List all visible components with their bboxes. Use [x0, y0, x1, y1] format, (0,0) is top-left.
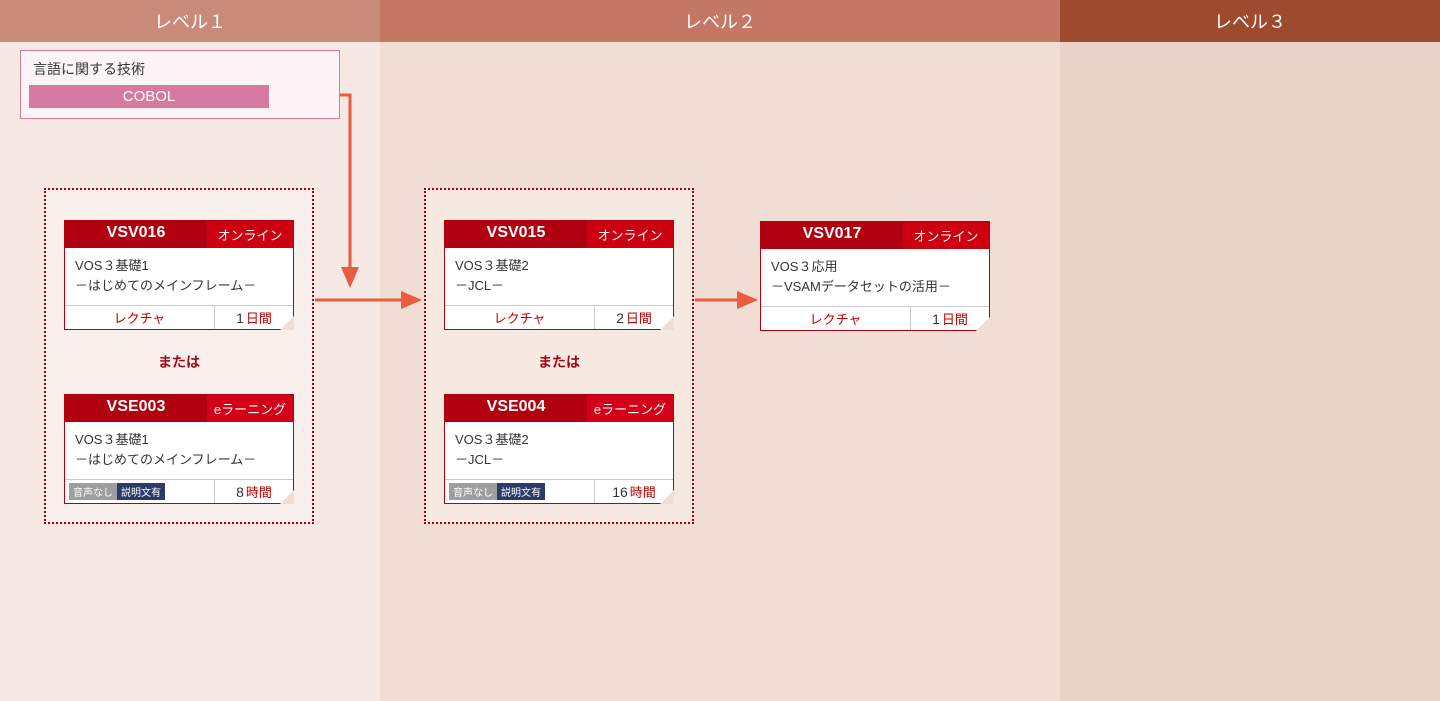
duration-num: 16	[612, 484, 628, 500]
level-body	[1060, 42, 1440, 701]
course-group: VSV016オンラインVOS３基礎1－はじめてのメインフレーム－レクチャ1日間ま…	[44, 188, 314, 524]
duration-num: 8	[236, 484, 244, 500]
card-duration: 16時間	[595, 480, 673, 503]
card-body: VOS３基礎1－はじめてのメインフレーム－	[65, 248, 293, 305]
card-footer-badges: 音声なし説明文有	[445, 480, 595, 503]
duration-unit: 時間	[246, 482, 272, 501]
card-mode: オンライン	[207, 221, 293, 248]
duration-unit: 日間	[942, 309, 968, 328]
card-duration: 8時間	[215, 480, 293, 503]
card-title: VOS３基礎1	[75, 256, 283, 276]
card-subtitle: －JCL－	[455, 276, 663, 296]
card-footer: レクチャ1日間	[65, 305, 293, 329]
card-duration: 1日間	[215, 306, 293, 329]
card-mode: eラーニング	[207, 395, 293, 422]
card-subtitle: －はじめてのメインフレーム－	[75, 450, 283, 470]
level-header: レベル２	[380, 0, 1060, 42]
card-footer: 音声なし説明文有16時間	[445, 479, 673, 503]
category-box: 言語に関する技術 COBOL	[20, 50, 340, 119]
or-label: または	[442, 352, 676, 372]
card-mode: オンライン	[587, 221, 673, 248]
badge: 説明文有	[117, 483, 165, 500]
standalone-card-holder: VSV017オンラインVOS３応用－VSAMデータセットの活用－レクチャ1日間	[760, 221, 990, 331]
course-card[interactable]: VSV016オンラインVOS３基礎1－はじめてのメインフレーム－レクチャ1日間	[64, 220, 294, 330]
card-footer: レクチャ2日間	[445, 305, 673, 329]
duration-num: 1	[932, 311, 940, 327]
course-card[interactable]: VSE004eラーニングVOS３基礎2－JCL－音声なし説明文有16時間	[444, 394, 674, 504]
card-title: VOS３応用	[771, 257, 979, 277]
card-footer-type: レクチャ	[445, 306, 595, 329]
card-body: VOS３基礎1－はじめてのメインフレーム－	[65, 422, 293, 479]
card-code: VSE003	[65, 395, 207, 422]
card-header: VSE004eラーニング	[445, 395, 673, 422]
card-code: VSV017	[761, 222, 903, 249]
card-duration: 1日間	[911, 307, 989, 330]
level-column-3: レベル３	[1060, 0, 1440, 701]
course-card[interactable]: VSV017オンラインVOS３応用－VSAMデータセットの活用－レクチャ1日間	[760, 221, 990, 331]
course-card[interactable]: VSV015オンラインVOS３基礎2－JCL－レクチャ2日間	[444, 220, 674, 330]
card-subtitle: －はじめてのメインフレーム－	[75, 276, 283, 296]
level-header: レベル３	[1060, 0, 1440, 42]
card-subtitle: －VSAMデータセットの活用－	[771, 277, 979, 297]
card-mode: eラーニング	[587, 395, 673, 422]
card-footer: 音声なし説明文有8時間	[65, 479, 293, 503]
duration-unit: 日間	[246, 308, 272, 327]
card-code: VSV015	[445, 221, 587, 248]
or-label: または	[62, 352, 296, 372]
card-title: VOS３基礎2	[455, 430, 663, 450]
card-mode: オンライン	[903, 222, 989, 249]
category-title: 言語に関する技術	[29, 59, 331, 79]
card-header: VSE003eラーニング	[65, 395, 293, 422]
category-tag: COBOL	[29, 85, 269, 108]
card-code: VSE004	[445, 395, 587, 422]
duration-unit: 時間	[630, 482, 656, 501]
badge: 説明文有	[497, 483, 545, 500]
card-body: VOS３基礎2－JCL－	[445, 422, 673, 479]
card-title: VOS３基礎2	[455, 256, 663, 276]
duration-num: 1	[236, 310, 244, 326]
card-header: VSV015オンライン	[445, 221, 673, 248]
card-footer: レクチャ1日間	[761, 306, 989, 330]
course-card[interactable]: VSE003eラーニングVOS３基礎1－はじめてのメインフレーム－音声なし説明文…	[64, 394, 294, 504]
card-body: VOS３応用－VSAMデータセットの活用－	[761, 249, 989, 306]
card-header: VSV017オンライン	[761, 222, 989, 249]
card-header: VSV016オンライン	[65, 221, 293, 248]
badge: 音声なし	[449, 483, 497, 500]
card-footer-type: レクチャ	[761, 307, 911, 330]
badge: 音声なし	[69, 483, 117, 500]
card-body: VOS３基礎2－JCL－	[445, 248, 673, 305]
card-code: VSV016	[65, 221, 207, 248]
card-footer-type: レクチャ	[65, 306, 215, 329]
card-title: VOS３基礎1	[75, 430, 283, 450]
duration-unit: 日間	[626, 308, 652, 327]
duration-num: 2	[616, 310, 624, 326]
card-duration: 2日間	[595, 306, 673, 329]
course-group: VSV015オンラインVOS３基礎2－JCL－レクチャ2日間またはVSE004e…	[424, 188, 694, 524]
level-header: レベル１	[0, 0, 380, 42]
card-subtitle: －JCL－	[455, 450, 663, 470]
card-footer-badges: 音声なし説明文有	[65, 480, 215, 503]
